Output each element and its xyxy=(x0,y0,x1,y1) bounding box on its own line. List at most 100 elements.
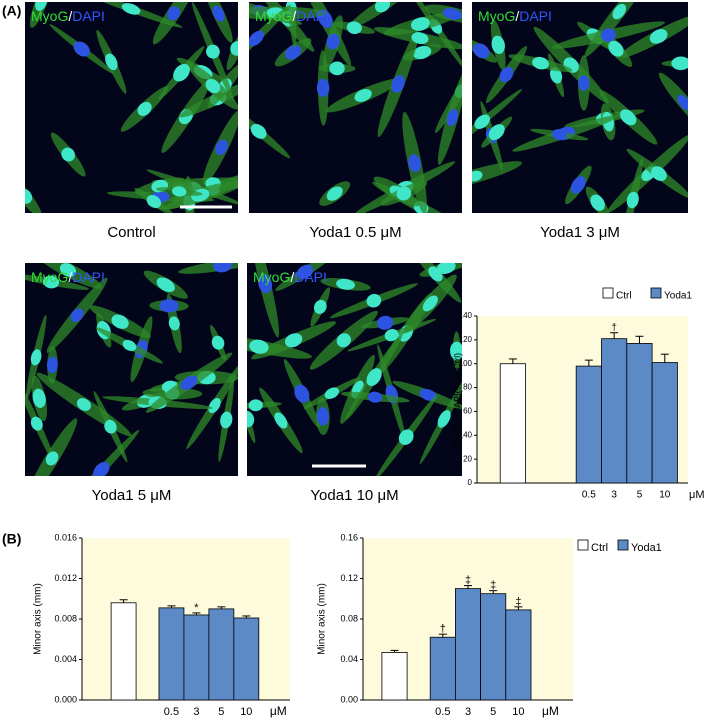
nucleus xyxy=(137,101,152,116)
x-tick-label: 0.5 xyxy=(164,706,179,718)
y-tick-label: 0.12 xyxy=(340,573,358,583)
bar xyxy=(499,363,526,484)
x-tick-label: 10 xyxy=(240,706,252,718)
nucleus xyxy=(168,316,180,331)
y-tick-label: 100 xyxy=(459,359,473,368)
nucleus xyxy=(248,399,263,412)
micrograph: MyoG/DAPI xyxy=(472,2,688,213)
nucleus xyxy=(398,429,414,445)
legend-swatch xyxy=(617,539,629,551)
stain-part: DAPI xyxy=(294,269,327,285)
stain-part: DAPI xyxy=(519,8,552,24)
micrograph: MyoG/DAPI xyxy=(247,263,462,476)
nucleus xyxy=(324,387,340,399)
y-tick-label: 0.008 xyxy=(54,613,77,623)
significance-marker: † xyxy=(611,322,617,333)
image-caption: Yoda1 0.5 μM xyxy=(309,224,401,241)
x-tick-label: 5 xyxy=(490,706,496,718)
nucleus xyxy=(220,411,233,429)
y-tick-label: 40 xyxy=(463,430,472,439)
y-tick-label: 140 xyxy=(459,311,473,320)
nucleus xyxy=(474,114,490,129)
nucleus xyxy=(326,33,340,50)
x-unit: μM xyxy=(689,489,705,501)
nucleus xyxy=(230,41,238,56)
nucleus xyxy=(212,263,233,273)
nucleus xyxy=(146,195,162,209)
nucleus xyxy=(247,410,255,428)
y-tick-label: 0.004 xyxy=(54,654,77,664)
bar xyxy=(626,343,653,484)
legend-label: Yoda1 xyxy=(631,542,662,554)
stain-part: DAPI xyxy=(72,8,105,24)
bar xyxy=(601,338,628,484)
x-unit: μM xyxy=(542,704,559,718)
nucleus xyxy=(374,2,391,13)
nucleus xyxy=(437,410,451,428)
nucleus xyxy=(284,44,302,60)
nucleus xyxy=(626,191,639,209)
image-caption: Yoda1 5 μM xyxy=(92,487,172,504)
nucleus xyxy=(391,75,405,93)
nucleus xyxy=(590,194,605,211)
nucleus xyxy=(600,28,616,42)
nucleus xyxy=(408,154,421,173)
x-tick-label: 3 xyxy=(193,706,199,718)
nucleus xyxy=(284,333,303,348)
nucleus xyxy=(250,123,267,139)
x-unit: μM xyxy=(270,704,287,718)
image-caption: Yoda1 3 μM xyxy=(540,224,620,241)
stain-part: MyoG xyxy=(31,269,68,285)
stain-part: MyoG xyxy=(255,8,292,24)
x-tick-label: 5 xyxy=(637,490,643,501)
bar xyxy=(480,593,507,701)
stain-part: / xyxy=(68,8,72,24)
nucleus xyxy=(208,398,221,414)
y-axis-label: MyoG+/DAPI(% to Ctrl) xyxy=(452,353,462,446)
bar xyxy=(505,609,532,701)
nucleus xyxy=(249,30,264,47)
nucleus xyxy=(376,315,394,330)
image-caption: Control xyxy=(107,224,155,241)
nucleus xyxy=(211,335,225,350)
x-tick-label: 10 xyxy=(659,490,671,501)
nucleus xyxy=(677,94,688,111)
stain-part: / xyxy=(68,269,72,285)
nucleus xyxy=(73,41,90,57)
stain-part: / xyxy=(292,8,296,24)
nucleus xyxy=(651,166,667,181)
bar xyxy=(233,617,260,701)
stain-label: MyoG/DAPI xyxy=(253,269,327,285)
stain-part: DAPI xyxy=(72,269,105,285)
nucleus xyxy=(159,299,179,313)
x-tick-label: 0.5 xyxy=(582,490,596,501)
x-tick-label: 0.5 xyxy=(435,706,450,718)
nucleus xyxy=(43,275,60,289)
nucleus xyxy=(367,391,383,403)
stain-part: / xyxy=(515,8,519,24)
y-tick-label: 80 xyxy=(463,383,472,392)
y-tick-label: 60 xyxy=(463,407,472,416)
nucleus xyxy=(671,56,688,71)
nucleus xyxy=(472,170,483,182)
nucleus xyxy=(173,63,190,82)
nucleus xyxy=(326,186,343,201)
y-tick-label: 0 xyxy=(468,478,473,487)
y-axis-label: Minor axis (mm) xyxy=(33,583,44,655)
stain-label: MyoG/DAPI xyxy=(255,8,329,24)
bar xyxy=(575,365,602,484)
nucleus xyxy=(249,339,269,354)
nucleus xyxy=(258,273,273,294)
nucleus xyxy=(206,44,220,59)
legend-label: Ctrl xyxy=(591,542,608,554)
significance-marker: ‡ xyxy=(465,574,471,586)
nucleus xyxy=(570,176,586,194)
nucleus xyxy=(446,109,458,127)
legend-label: Ctrl xyxy=(616,291,632,302)
stain-part: MyoG xyxy=(478,8,515,24)
bar xyxy=(158,607,185,701)
nucleus xyxy=(491,35,505,54)
stain-part: MyoG xyxy=(31,8,68,24)
nucleus xyxy=(366,293,382,308)
